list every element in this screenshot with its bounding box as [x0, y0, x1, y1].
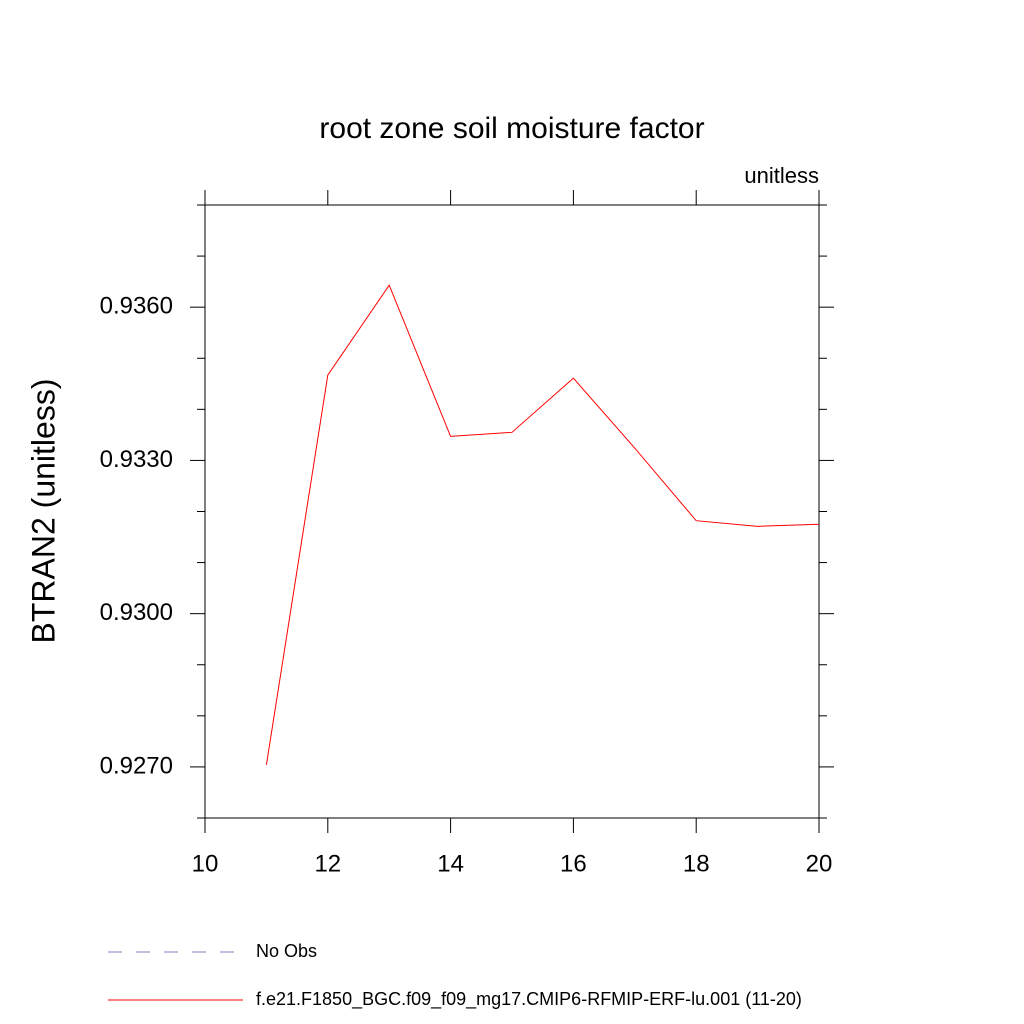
- plot-frame: [204, 204, 820, 819]
- x-tick-label: 12: [314, 850, 341, 877]
- legend-label: f.e21.F1850_BGC.f09_f09_mg17.CMIP6-RFMIP…: [256, 989, 802, 1010]
- y-axis-label: BTRAN2 (unitless): [25, 379, 61, 644]
- x-tick-label: 16: [560, 850, 587, 877]
- legend-label: No Obs: [256, 941, 317, 961]
- x-tick-label: 14: [437, 850, 464, 877]
- y-tick-label: 0.9300: [100, 599, 173, 626]
- chart-title: root zone soil moisture factor: [319, 112, 704, 145]
- y-tick-label: 0.9330: [100, 446, 173, 473]
- x-tick-label: 20: [806, 850, 833, 877]
- x-tick-label: 10: [192, 850, 219, 877]
- subtitle: unitless: [744, 163, 819, 188]
- x-tick-label: 18: [683, 850, 710, 877]
- y-tick-label: 0.9360: [100, 293, 173, 320]
- y-tick-label: 0.9270: [100, 752, 173, 779]
- series-line: [265, 284, 820, 765]
